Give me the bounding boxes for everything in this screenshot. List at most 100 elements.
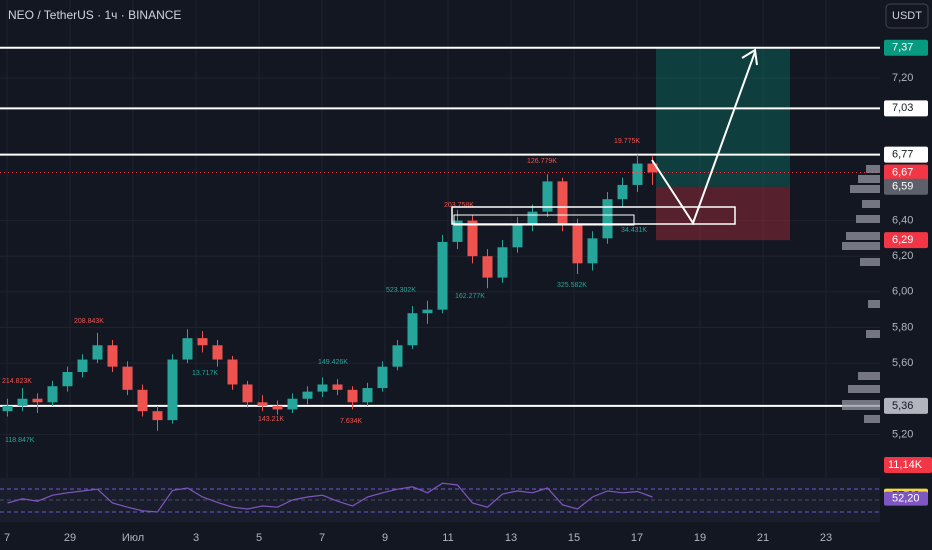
x-tick-label: Июл: [122, 532, 144, 544]
volume-annotation: 19.775K: [614, 138, 640, 145]
volume-annotation: 126.779K: [527, 158, 557, 165]
volume-annotation: 203.758K: [444, 202, 474, 209]
volume-annotation: 162.277K: [455, 293, 485, 300]
rsi-line: [7, 482, 653, 513]
candle-body: [17, 398, 28, 406]
volume-annotation: 208.843K: [74, 318, 104, 325]
candle-body: [152, 411, 163, 421]
x-tick-label: 29: [64, 532, 76, 544]
volume-annotation: 523.302K: [386, 287, 416, 294]
candle-body: [632, 163, 643, 185]
zone-box: [451, 206, 736, 225]
price-label: 6,29: [892, 234, 913, 246]
x-tick-label: 3: [193, 532, 199, 544]
candle-body: [77, 359, 88, 373]
volume-label: 11,14K: [888, 459, 923, 471]
candle-body: [452, 220, 463, 242]
candle-body: [332, 384, 343, 390]
volume-annotation: 34.431K: [621, 227, 647, 234]
candle-body: [212, 345, 223, 360]
candle-body: [647, 163, 658, 173]
y-tick-label: 5,80: [892, 321, 913, 333]
candle-body: [242, 384, 253, 403]
candle-body: [572, 224, 583, 264]
price-label: 7,03: [892, 102, 913, 114]
grid: [0, 0, 880, 522]
volume-annotation: 143.21K: [258, 416, 284, 423]
candle-body: [602, 199, 613, 239]
target-zone: [656, 47, 790, 187]
volume-annotation: 325.582K: [557, 282, 587, 289]
candle-body: [317, 384, 328, 392]
candle-body: [2, 405, 13, 412]
currency-label[interactable]: USDT: [892, 10, 922, 22]
candle-body: [392, 345, 403, 367]
price-label: 5,36: [892, 400, 913, 412]
candle-body: [227, 359, 238, 385]
x-tick-label: 17: [631, 532, 643, 544]
price-label-bg: [884, 100, 928, 117]
candle-body: [527, 211, 538, 225]
x-tick-label: 23: [820, 532, 832, 544]
candle-body: [617, 184, 628, 200]
candle-body: [182, 338, 193, 360]
price-axis: 7,20 6,40 6,20 6,00 5,80 5,60 5,20 7,37 7,03 6,77…: [884, 39, 932, 506]
candle-body: [362, 388, 373, 403]
candle-body: [587, 238, 598, 264]
volume-annotation: 149.426K: [318, 359, 348, 366]
zone-box: [453, 214, 635, 226]
stop-zone: [656, 186, 790, 241]
candle-body: [62, 372, 73, 387]
candle-body: [302, 391, 313, 399]
candle-body: [272, 405, 283, 410]
price-label: 6,67: [892, 166, 913, 178]
y-tick-label: 6,00: [892, 286, 913, 298]
x-tick-label: 9: [382, 532, 388, 544]
x-tick-label: 15: [568, 532, 580, 544]
price-label-bg: [884, 397, 928, 414]
x-tick-label: 19: [694, 532, 706, 544]
y-tick-label: 5,20: [892, 428, 913, 440]
arrow: [651, 51, 756, 226]
x-tick-label: 13: [505, 532, 517, 544]
arrow-head: [741, 48, 758, 66]
candle-body: [422, 309, 433, 314]
zones: [656, 47, 790, 241]
price-label-bg: [884, 178, 928, 195]
candle-body: [32, 398, 43, 403]
volume-annotation: 214.823K: [2, 378, 32, 385]
candle-body: [482, 256, 493, 278]
volume-annotation: 118.847K: [5, 437, 35, 444]
candle-body: [137, 389, 148, 412]
x-tick-label: 7: [4, 532, 10, 544]
header-title: NEO / TetherUS · 1ч · BINANCE: [8, 8, 181, 22]
y-tick-label: 7,20: [892, 72, 913, 84]
candle-body: [407, 313, 418, 346]
candle-body: [257, 402, 268, 406]
x-tick-label: 7: [319, 532, 325, 544]
price-label: 7,37: [892, 42, 913, 54]
y-tick-label: 6,20: [892, 250, 913, 262]
candle-body: [92, 345, 103, 360]
price-label-bg: [884, 146, 928, 163]
price-label: 6,77: [892, 149, 913, 161]
candle-body: [197, 338, 208, 346]
price-label-bg: [884, 39, 928, 56]
y-tick-label: 6,40: [892, 214, 913, 226]
marks: 214.823K 118.847K 208.843K 13.717K 143.21K 14…: [0, 46, 880, 513]
currency-button[interactable]: [885, 3, 929, 29]
price-label-bg: [884, 232, 928, 249]
x-tick-label: 21: [757, 532, 769, 544]
candle-body: [467, 220, 478, 257]
candle-body: [287, 398, 298, 410]
candle-body: [497, 247, 508, 278]
rsi-label: 52,20: [892, 493, 920, 505]
volume-annotation: 13.717K: [192, 370, 218, 377]
candle-body: [512, 224, 523, 248]
y-tick-label: 5,60: [892, 357, 913, 369]
candle-body: [47, 386, 58, 403]
candle-body: [437, 241, 448, 310]
candle-body: [377, 366, 388, 389]
